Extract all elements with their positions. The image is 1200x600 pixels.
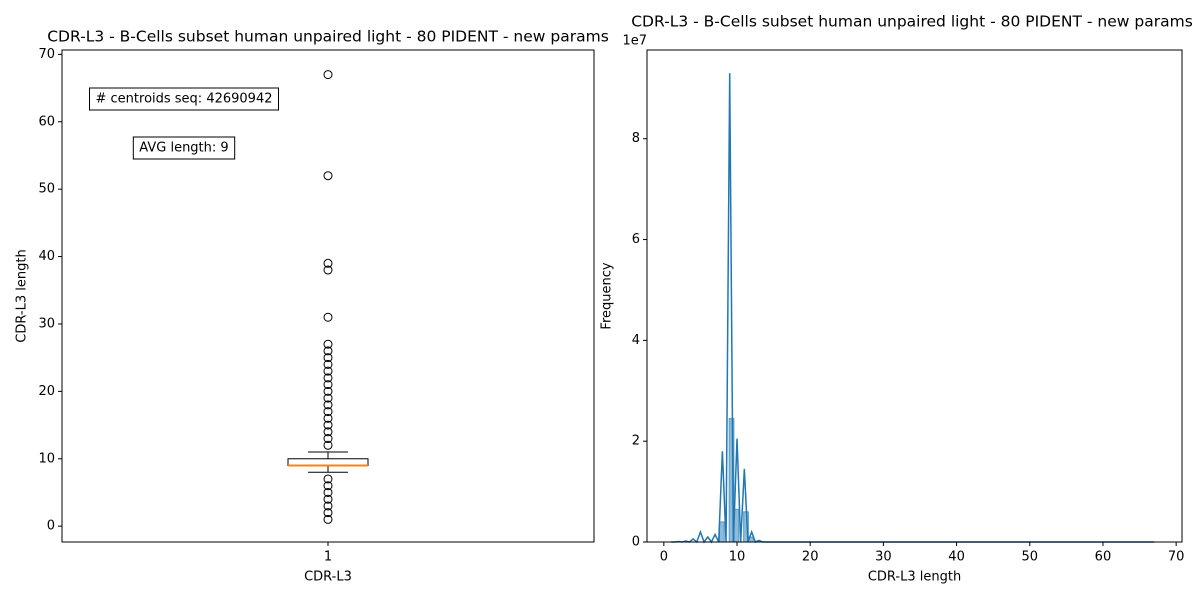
y-tick-label: 8 bbox=[632, 131, 640, 146]
chart-title: CDR-L3 - B-Cells subset human unpaired l… bbox=[631, 13, 1193, 31]
x-tick-label: 30 bbox=[875, 550, 892, 565]
y-tick-label: 20 bbox=[38, 384, 55, 399]
x-tick-label: 40 bbox=[948, 550, 965, 565]
outlier bbox=[323, 70, 333, 80]
chart-title: CDR-L3 - B-Cells subset human unpaired l… bbox=[47, 28, 609, 46]
x-axis-label: CDR-L3 bbox=[304, 570, 352, 585]
outlier bbox=[323, 393, 333, 403]
outlier bbox=[323, 474, 333, 484]
outlier bbox=[323, 440, 333, 450]
annotation-box bbox=[89, 87, 279, 111]
plot-frame bbox=[646, 49, 1183, 543]
annotation-text: # centroids seq: 42690942 bbox=[96, 92, 273, 107]
annotation: # centroids seq: 42690942 bbox=[89, 87, 279, 111]
x-axis-label: CDR-L3 length bbox=[868, 570, 961, 585]
annotation-box bbox=[132, 136, 236, 160]
histogram-bar bbox=[718, 521, 725, 543]
outlier bbox=[323, 481, 333, 491]
outlier bbox=[323, 434, 333, 444]
y-offset-label: 1e7 bbox=[622, 34, 647, 49]
annotation-text: AVG length: 9 bbox=[139, 141, 228, 156]
x-tick-label: 60 bbox=[1095, 550, 1112, 565]
line-series bbox=[671, 73, 1155, 544]
y-axis-label: Frequency bbox=[600, 262, 615, 329]
y-tick-label: 60 bbox=[38, 114, 55, 129]
y-tick-label: 0 bbox=[632, 535, 640, 550]
outlier bbox=[323, 373, 333, 383]
y-tick-label: 10 bbox=[38, 451, 55, 466]
outlier bbox=[323, 508, 333, 518]
outlier bbox=[323, 514, 333, 524]
x-tick-label: 70 bbox=[1168, 550, 1185, 565]
y-tick-label: 50 bbox=[38, 182, 55, 197]
outlier bbox=[323, 312, 333, 322]
outlier bbox=[323, 386, 333, 396]
outlier bbox=[323, 400, 333, 410]
x-tick-label: 20 bbox=[802, 550, 819, 565]
box bbox=[287, 458, 369, 467]
outlier bbox=[323, 258, 333, 268]
outlier bbox=[323, 346, 333, 356]
x-tick-label: 50 bbox=[1021, 550, 1038, 565]
outlier bbox=[323, 353, 333, 363]
y-tick-label: 4 bbox=[632, 333, 640, 348]
y-axis-label: CDR-L3 length bbox=[15, 249, 30, 342]
outlier bbox=[323, 420, 333, 430]
outlier bbox=[323, 487, 333, 497]
outlier bbox=[323, 494, 333, 504]
y-tick-label: 6 bbox=[632, 232, 640, 247]
x-tick-label: 1 bbox=[324, 550, 332, 565]
outlier bbox=[323, 366, 333, 376]
y-tick-label: 0 bbox=[47, 519, 55, 534]
y-tick-label: 30 bbox=[38, 316, 55, 331]
outlier bbox=[323, 265, 333, 275]
x-tick-label: 10 bbox=[729, 550, 746, 565]
y-tick-label: 70 bbox=[38, 47, 55, 62]
y-tick-label: 2 bbox=[632, 434, 640, 449]
x-tick-label: 0 bbox=[660, 550, 668, 565]
outlier bbox=[323, 427, 333, 437]
outlier bbox=[323, 171, 333, 181]
outlier bbox=[323, 413, 333, 423]
outlier bbox=[323, 339, 333, 349]
outlier bbox=[323, 380, 333, 390]
outlier bbox=[323, 407, 333, 417]
y-tick-label: 40 bbox=[38, 249, 55, 264]
outlier bbox=[323, 359, 333, 369]
outlier bbox=[323, 501, 333, 511]
annotation: AVG length: 9 bbox=[132, 136, 236, 160]
